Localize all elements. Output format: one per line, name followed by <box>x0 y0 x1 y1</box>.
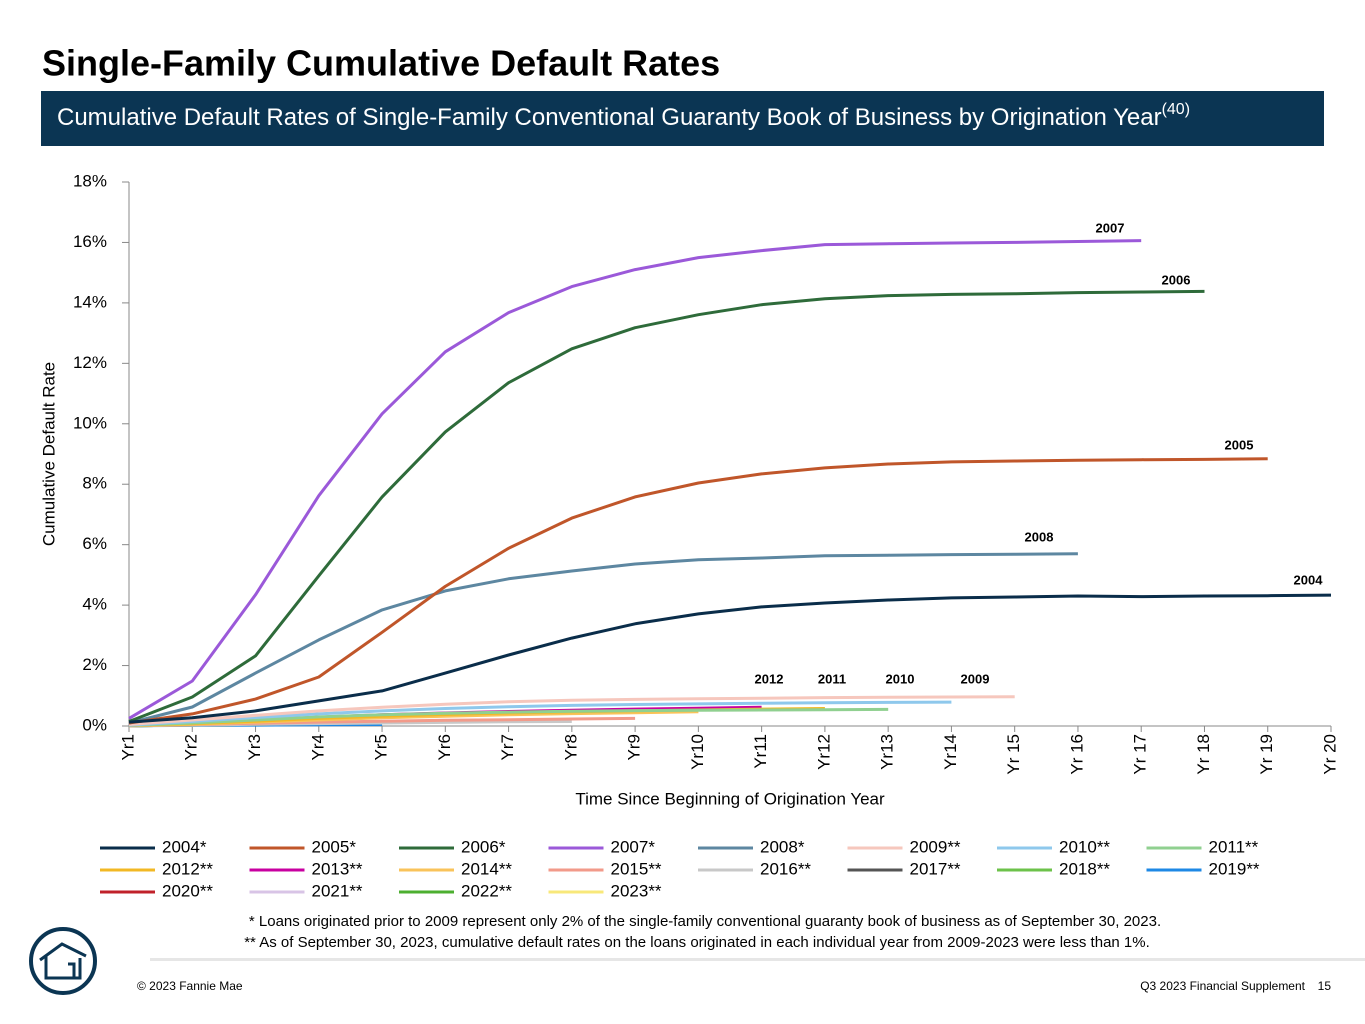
legend-label: 2023** <box>611 881 662 900</box>
x-tick-label: Yr 16 <box>1067 734 1086 775</box>
y-tick-label: 8% <box>82 474 107 493</box>
publication: Q3 2023 Financial Supplement <box>1140 979 1305 993</box>
y-tick-label: 14% <box>73 292 107 311</box>
annotation: 2004 <box>1294 572 1324 587</box>
legend-label: 2006* <box>461 837 506 856</box>
annotation: 2011 <box>818 671 846 686</box>
y-axis-label: Cumulative Default Rate <box>39 362 58 546</box>
x-tick-label: Yr11 <box>751 734 770 769</box>
x-tick-label: Yr7 <box>498 734 517 760</box>
x-tick-label: Yr 15 <box>1004 734 1023 775</box>
annotation: 2012 <box>755 671 784 686</box>
x-tick-label: Yr8 <box>561 734 580 760</box>
series-line <box>128 593 1332 724</box>
legend-label: 2020** <box>162 881 213 900</box>
footer-rule <box>150 958 1365 961</box>
x-tick-label: Yr2 <box>182 734 201 760</box>
x-tick-label: Yr14 <box>941 734 960 770</box>
x-tick-label: Yr10 <box>688 734 707 770</box>
y-tick-label: 16% <box>73 232 107 251</box>
legend-label: 2017** <box>910 859 961 878</box>
x-tick-label: Yr9 <box>625 734 644 760</box>
series-line <box>128 707 889 727</box>
legend-label: 2008* <box>760 837 805 856</box>
x-tick-label: Yr13 <box>878 734 897 770</box>
subtitle-text: Cumulative Default Rates of Single-Famil… <box>57 104 1162 131</box>
x-tick-label: Yr 19 <box>1257 734 1276 775</box>
series-line <box>128 457 1268 725</box>
y-tick-label: 0% <box>82 715 107 734</box>
title: Single-Family Cumulative Default Rates <box>42 43 720 84</box>
x-tick-label: Yr4 <box>308 734 327 760</box>
logo-house <box>39 942 87 980</box>
y-tick-label: 4% <box>82 595 107 614</box>
x-tick-label: Yr3 <box>245 734 264 760</box>
series-line <box>128 695 1015 726</box>
y-tick-label: 18% <box>73 171 107 190</box>
x-tick-label: Yr 18 <box>1194 734 1213 775</box>
footnotes: * Loans originated prior to 2009 represe… <box>244 913 1161 951</box>
x-tick-label: Yr6 <box>435 734 454 760</box>
y-tick-label: 2% <box>82 655 107 674</box>
legend-label: 2018** <box>1059 859 1110 878</box>
y-tick-label: 10% <box>73 413 107 432</box>
annotation: 2009 <box>961 671 990 686</box>
annotation: 2008 <box>1025 529 1054 544</box>
legend-label: 2010** <box>1059 837 1110 856</box>
copyright: © 2023 Fannie Mae <box>137 979 243 993</box>
legend-label: 2007* <box>611 837 656 856</box>
annotation: 2006 <box>1162 272 1191 287</box>
legend-label: 2021** <box>312 881 363 900</box>
legend-label: 2016** <box>760 859 811 878</box>
annotations: 2007 2006 2005 2008 2004 2012 2011 2010 … <box>755 220 1324 686</box>
logo <box>29 927 97 995</box>
x-tick-label: Yr 17 <box>1131 734 1150 775</box>
subtitle-note: (40) <box>1162 101 1190 118</box>
legend-label: 2012** <box>162 859 213 878</box>
footnote: ** As of September 30, 2023, cumulative … <box>244 934 1150 951</box>
series-line <box>128 700 952 727</box>
page-number: 15 <box>1318 979 1332 993</box>
y-tick-label: 12% <box>73 353 107 372</box>
legend-label: 2015** <box>611 859 662 878</box>
x-axis-label: Time Since Beginning of Origination Year <box>575 789 885 808</box>
series-line <box>128 289 1205 723</box>
annotation: 2007 <box>1096 220 1125 235</box>
legend-label: 2011** <box>1209 837 1259 856</box>
subtitle: Cumulative Default Rates of Single-Famil… <box>57 101 1190 131</box>
annotation: 2010 <box>886 671 915 686</box>
x-tick-label: Yr1 <box>118 734 137 760</box>
annotation: 2005 <box>1225 437 1254 452</box>
legend-label: 2013** <box>312 859 363 878</box>
series-line <box>128 239 1142 720</box>
legend-label: 2022** <box>461 881 512 900</box>
legend-label: 2009** <box>910 837 961 856</box>
legend-label: 2005* <box>312 837 357 856</box>
footnote: * Loans originated prior to 2009 represe… <box>249 913 1161 930</box>
logo-ring <box>29 927 97 995</box>
x-tick-label: Yr5 <box>372 734 391 760</box>
x-tick-label: Yr 20 <box>1320 734 1339 775</box>
legend-label: 2004* <box>162 837 207 856</box>
legend-label: 2019** <box>1209 859 1260 878</box>
legend-label: 2014** <box>461 859 512 878</box>
x-tick-label: Yr12 <box>814 734 833 770</box>
y-tick-label: 6% <box>82 534 107 553</box>
subtitle-band <box>41 91 1324 146</box>
series-line <box>128 552 1078 725</box>
